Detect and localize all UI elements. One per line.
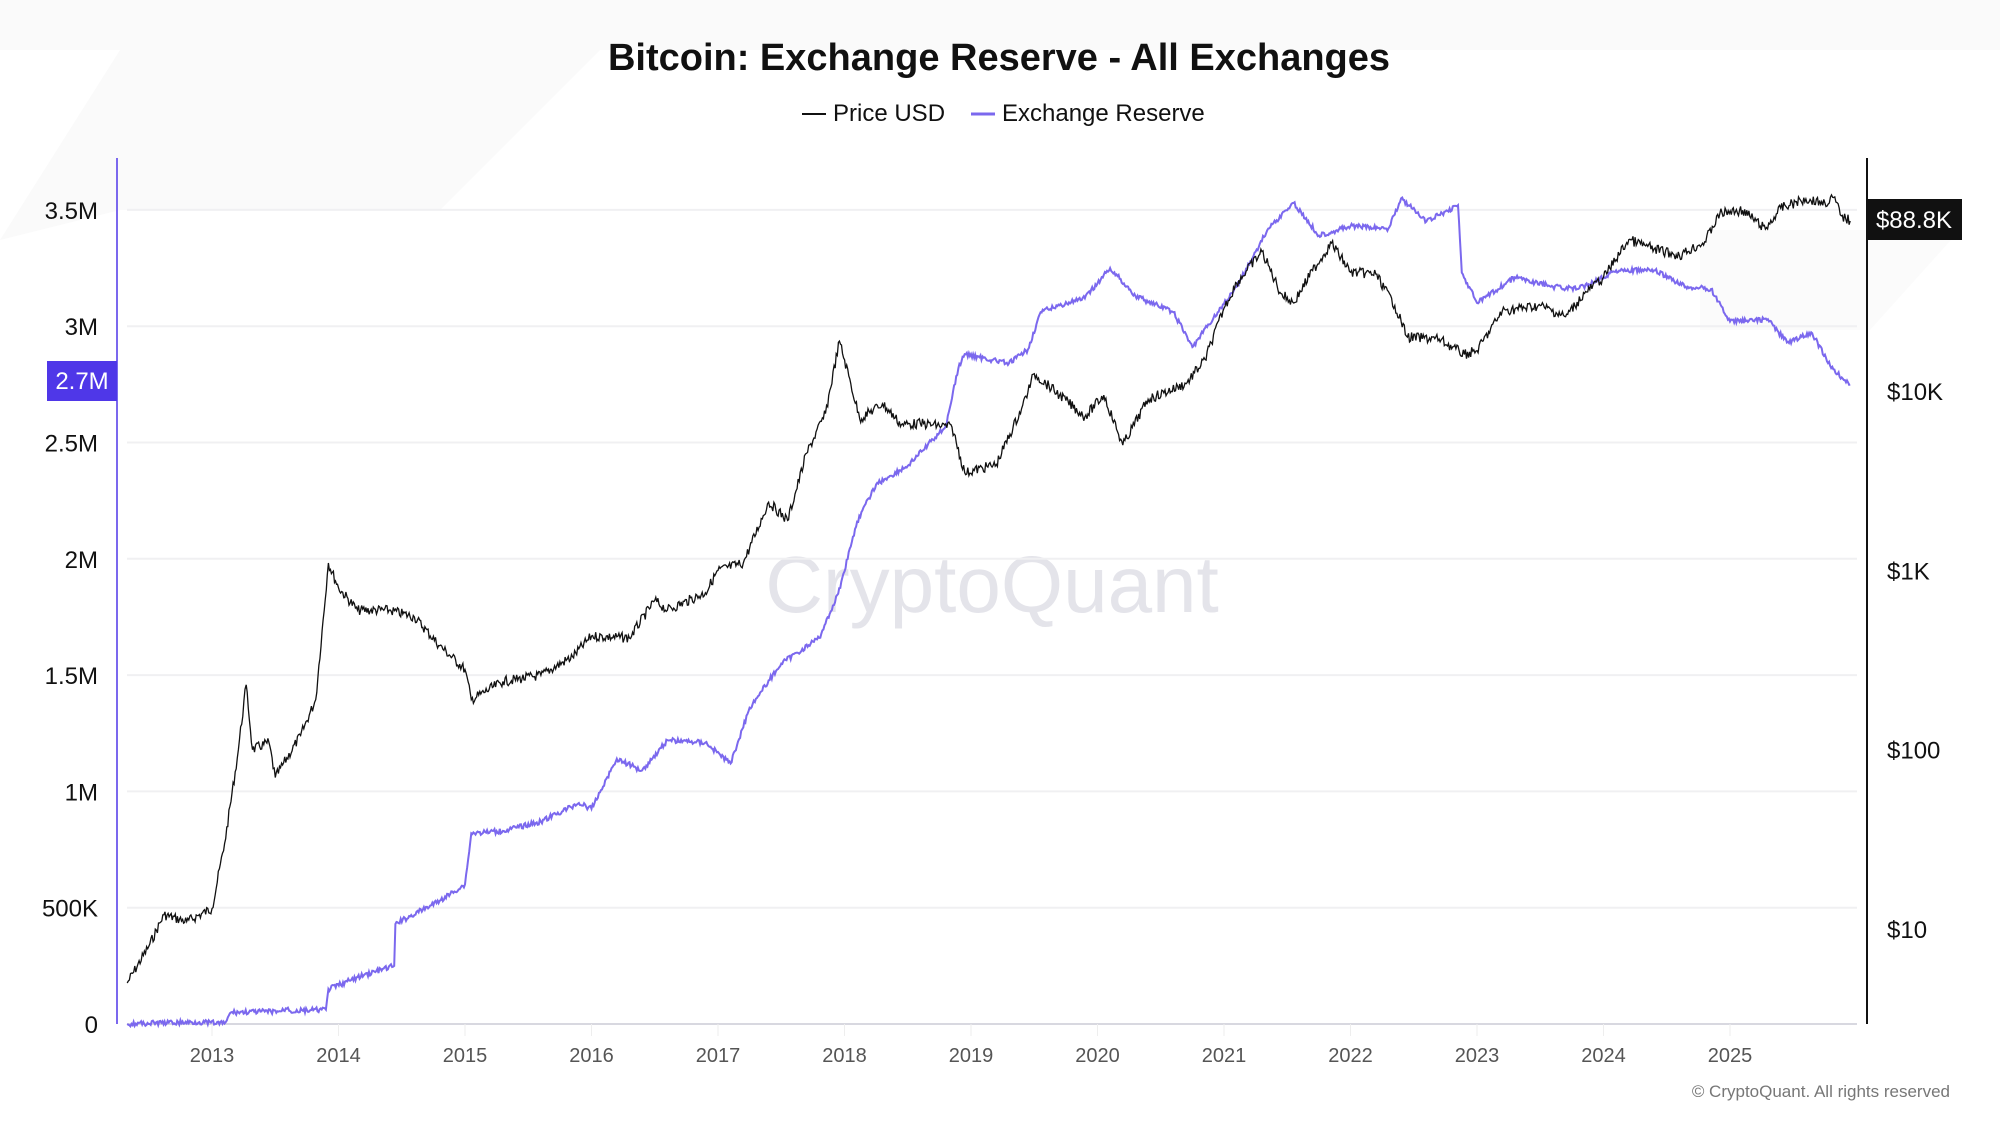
legend-label-price: Price USD (833, 100, 945, 127)
y-left-tick-label: 2.5M (45, 431, 98, 458)
x-tick-label: 2019 (949, 1045, 994, 1067)
x-tick-label: 2023 (1455, 1045, 1500, 1067)
y-right-tick-label: $10K (1887, 379, 1943, 406)
price-current-badge: $88.8K (1867, 199, 1962, 240)
legend-label-reserve: Exchange Reserve (1002, 100, 1205, 127)
x-tick-label: 2018 (822, 1045, 867, 1067)
x-tick-label: 2017 (696, 1045, 741, 1067)
y-left-tick-label: 3.5M (45, 198, 98, 225)
x-tick-label: 2016 (569, 1045, 614, 1067)
y-left-tick-label: 1M (65, 779, 98, 806)
series-line-exchange-reserve (126, 195, 1851, 1029)
x-tick-label: 2015 (443, 1045, 488, 1067)
chart-title: Bitcoin: Exchange Reserve - All Exchange… (608, 37, 1390, 79)
legend: Price USD Exchange Reserve (802, 100, 1205, 127)
x-tick-label: 2022 (1328, 1045, 1373, 1067)
y-axis-left: 0 500K 1M 1.5M 2M 2.5M 3M 3.5M (42, 198, 98, 1039)
x-tick-label: 2025 (1708, 1045, 1753, 1067)
x-tick-label: 2014 (316, 1045, 361, 1067)
x-tick-label: 2021 (1202, 1045, 1247, 1067)
y-left-tick-label: 2M (65, 547, 98, 574)
x-axis: 2013 2014 2015 2016 2017 2018 2019 2020 2021 2022… (190, 1024, 1753, 1067)
y-left-tick-label: 1.5M (45, 663, 98, 690)
y-left-tick-label: 0 (85, 1012, 98, 1039)
legend-item-reserve[interactable]: Exchange Reserve (971, 100, 1205, 127)
y-right-tick-label: $10 (1887, 917, 1927, 944)
y-axis-right: $10 $100 $1K $10K (1887, 379, 1943, 944)
background (0, 0, 2000, 330)
reserve-current-badge: 2.7M (47, 361, 117, 401)
y-left-tick-label: 3M (65, 314, 98, 341)
x-tick-label: 2013 (190, 1045, 235, 1067)
series-line-price-usd (126, 193, 1851, 984)
reserve-current-value: 2.7M (55, 368, 108, 395)
x-tick-label: 2024 (1581, 1045, 1626, 1067)
y-left-tick-label: 500K (42, 896, 98, 923)
y-right-tick-label: $100 (1887, 738, 1940, 765)
watermark: CryptoQuant (765, 540, 1219, 629)
copyright: © CryptoQuant. All rights reserved (1692, 1082, 1950, 1101)
x-tick-label: 2020 (1075, 1045, 1120, 1067)
price-current-value: $88.8K (1876, 207, 1952, 234)
gridlines (127, 208, 1857, 1025)
y-right-tick-label: $1K (1887, 558, 1930, 585)
legend-item-price[interactable]: Price USD (802, 100, 945, 127)
